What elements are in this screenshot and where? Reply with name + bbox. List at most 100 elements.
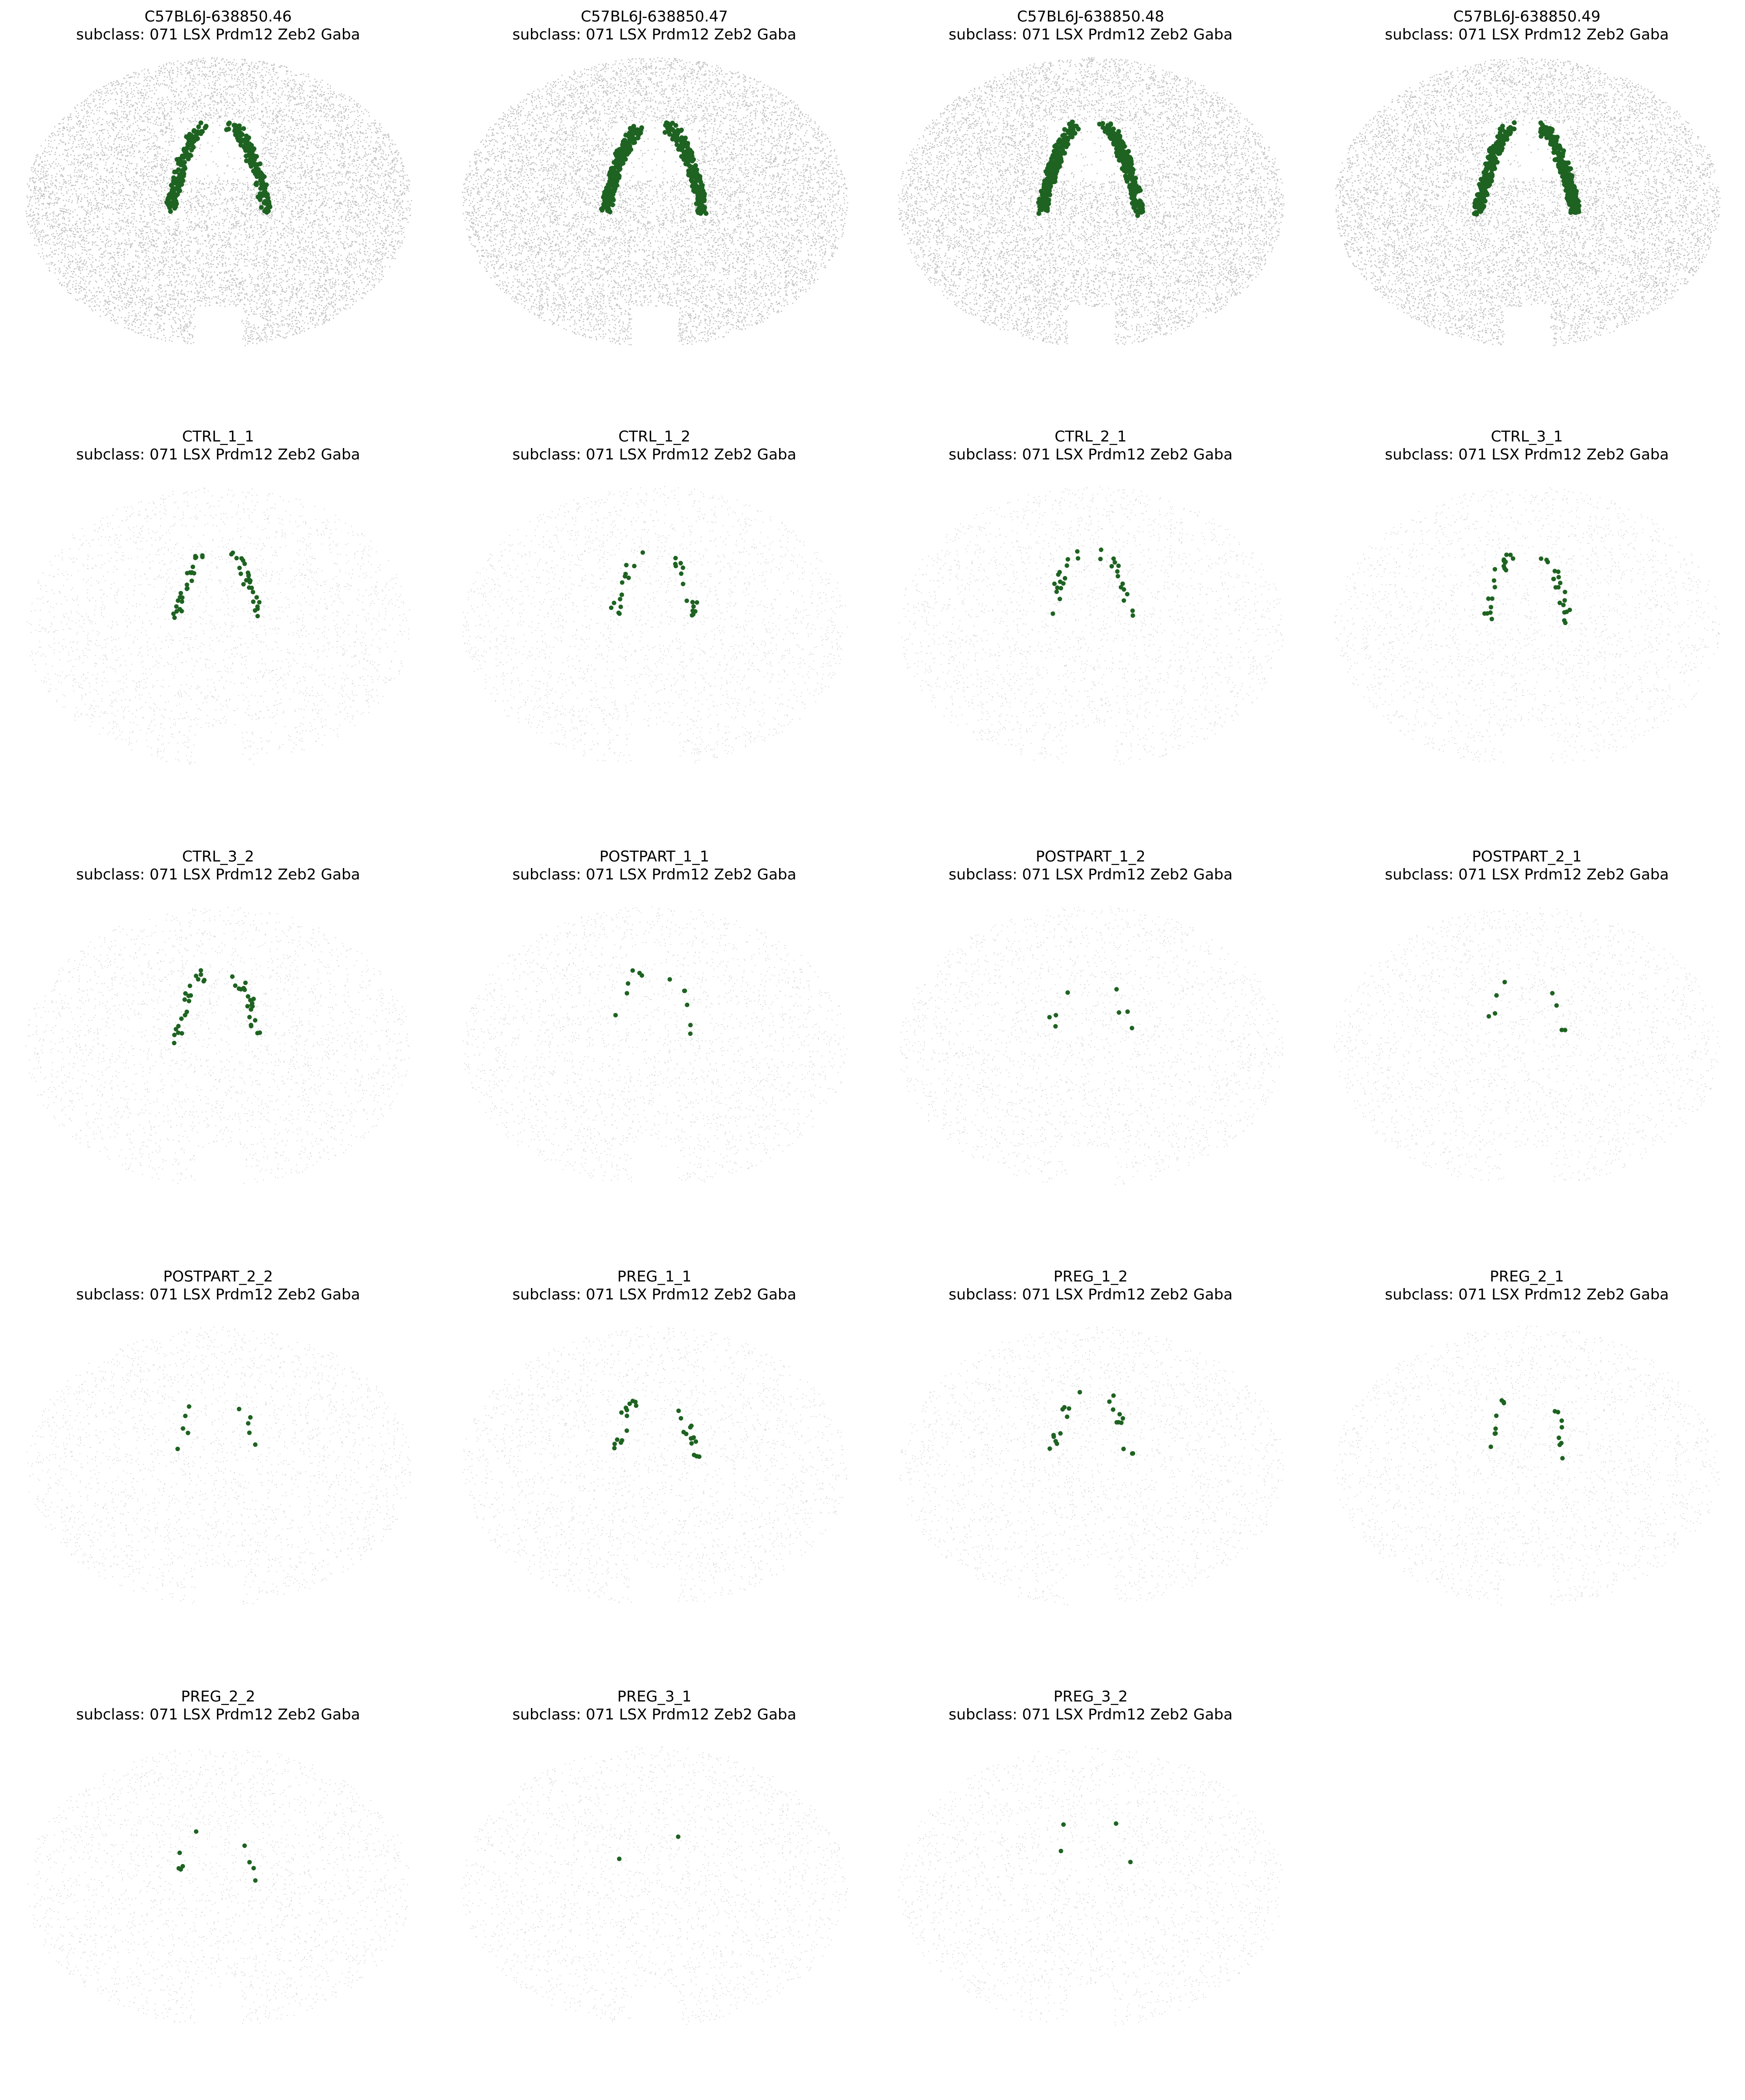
highlight-cell-point <box>174 604 179 609</box>
highlight-cells <box>164 120 273 215</box>
highlight-cell-point <box>1556 162 1561 167</box>
panel-title: PREG_2_1 subclass: 071 LSX Prdm12 Zeb2 Ga… <box>1309 1268 1745 1304</box>
background-cells <box>27 488 410 765</box>
highlight-cell-point <box>1497 130 1503 135</box>
highlight-cell-point <box>1558 580 1563 585</box>
highlight-cell-point <box>1486 596 1491 601</box>
highlight-cell-point <box>679 135 684 140</box>
highlight-cell-point <box>254 182 259 187</box>
panel-scatter <box>898 486 1284 765</box>
panel-scatter <box>463 486 848 763</box>
background-cells <box>463 486 848 763</box>
highlight-cell-point <box>172 187 177 192</box>
panel: CTRL_1_1 subclass: 071 LSX Prdm12 Zeb2 Ga… <box>0 420 436 840</box>
panel: C57BL6J-638850.47 subclass: 071 LSX Prdm1… <box>436 0 872 420</box>
panel-title: CTRL_2_1 subclass: 071 LSX Prdm12 Zeb2 Ga… <box>872 428 1309 464</box>
highlight-cell-point <box>266 208 271 214</box>
highlight-cell-point <box>247 1860 252 1865</box>
highlight-cell-point <box>245 1004 250 1009</box>
highlight-cell-point <box>1486 164 1491 169</box>
highlight-cell-point <box>1490 596 1495 601</box>
background-cells <box>26 1326 411 1605</box>
panel-title: POSTPART_2_1 subclass: 071 LSX Prdm12 Zeb… <box>1309 848 1745 884</box>
highlight-cell-point <box>614 158 619 163</box>
highlight-cell-point <box>1125 152 1130 157</box>
highlight-cells <box>1047 987 1134 1031</box>
background-cell-dots <box>898 57 1285 345</box>
highlight-cell-point <box>253 1878 258 1883</box>
highlight-cell-point <box>1556 585 1561 590</box>
background-cells <box>463 1326 848 1603</box>
panel: CTRL_2_1 subclass: 071 LSX Prdm12 Zeb2 Ga… <box>872 420 1309 840</box>
panel: POSTPART_1_2 subclass: 071 LSX Prdm12 Zeb… <box>872 840 1309 1260</box>
highlight-cell-point <box>1573 206 1578 211</box>
highlight-cell-point <box>1138 199 1143 204</box>
highlight-cell-point <box>1043 189 1049 195</box>
highlight-cell-point <box>1051 611 1055 616</box>
background-cell-dots <box>899 1327 1284 1606</box>
highlight-cell-point <box>1496 151 1501 156</box>
panel: PREG_3_2 subclass: 071 LSX Prdm12 Zeb2 Ga… <box>872 1680 1309 2100</box>
highlight-cell-point <box>246 994 250 999</box>
highlight-cell-point <box>1549 127 1554 132</box>
panel-title-subclass: subclass: 071 LSX Prdm12 Zeb2 Gaba <box>76 866 360 883</box>
panel-title: CTRL_3_2 subclass: 071 LSX Prdm12 Zeb2 Ga… <box>0 848 436 884</box>
highlight-cell-point <box>249 157 254 163</box>
panel-title-subclass: subclass: 071 LSX Prdm12 Zeb2 Gaba <box>1385 446 1669 463</box>
highlight-cell-point <box>259 205 264 210</box>
highlight-cell-point <box>179 182 184 187</box>
highlight-cell-point <box>681 1430 686 1434</box>
highlight-cell-point <box>1485 182 1490 187</box>
highlight-cell-point <box>624 562 629 568</box>
highlight-cell-point <box>1098 556 1103 562</box>
highlight-cell-point <box>1120 166 1125 171</box>
highlight-cell-point <box>176 1030 181 1035</box>
background-cells <box>462 57 848 345</box>
highlight-cell-point <box>626 981 630 986</box>
highlight-cell-point <box>1489 161 1495 167</box>
highlight-cell-point <box>178 174 184 179</box>
background-cells <box>1334 907 1720 1182</box>
highlight-cell-point <box>1562 618 1567 623</box>
highlight-cell-point <box>610 196 615 201</box>
panel-title-sample: CTRL_1_1 <box>182 428 254 445</box>
background-cells <box>898 1746 1283 2026</box>
highlight-cell-point <box>1051 171 1056 176</box>
highlight-cell-point <box>253 1442 258 1447</box>
highlight-cell-point <box>1123 174 1128 179</box>
highlight-cell-point <box>685 149 690 154</box>
highlight-cell-point <box>1047 1015 1052 1020</box>
highlight-cell-point <box>624 991 630 996</box>
highlight-cell-point <box>190 139 195 145</box>
panel-title: PREG_3_2 subclass: 071 LSX Prdm12 Zeb2 Ga… <box>872 1688 1309 1724</box>
highlight-cell-point <box>680 581 686 587</box>
highlight-cell-point <box>1039 189 1044 194</box>
panel-title-sample: POSTPART_2_2 <box>163 1268 273 1285</box>
highlight-cell-point <box>255 604 260 609</box>
highlight-cell-point <box>635 127 640 132</box>
panel-scatter <box>463 906 848 1182</box>
panel-title: CTRL_1_2 subclass: 071 LSX Prdm12 Zeb2 Ga… <box>436 428 872 464</box>
highlight-cell-point <box>696 210 701 215</box>
highlight-cell-point <box>616 150 621 156</box>
panel-title: C57BL6J-638850.46 subclass: 071 LSX Prdm1… <box>0 8 436 44</box>
highlight-cell-point <box>257 600 262 605</box>
highlight-cell-point <box>678 1416 684 1421</box>
highlight-cell-point <box>1107 1399 1112 1404</box>
highlight-cell-point <box>1131 176 1136 182</box>
highlight-cell-point <box>1472 211 1477 216</box>
highlight-cell-point <box>1564 187 1569 192</box>
highlight-cell-point <box>690 1435 695 1441</box>
panel-title: POSTPART_1_1 subclass: 071 LSX Prdm12 Zeb… <box>436 848 872 884</box>
panel-title-subclass: subclass: 071 LSX Prdm12 Zeb2 Gaba <box>512 1706 797 1723</box>
highlight-cell-point <box>249 1024 253 1029</box>
highlight-cell-point <box>256 194 261 199</box>
highlight-cell-point <box>1109 564 1114 569</box>
highlight-cells <box>612 1399 702 1459</box>
highlight-cell-point <box>1483 170 1488 175</box>
highlight-cell-point <box>631 125 636 131</box>
highlight-cell-point <box>694 174 699 179</box>
highlight-cells <box>599 120 709 216</box>
highlight-cell-point <box>1568 210 1574 215</box>
highlight-cells <box>613 968 693 1036</box>
